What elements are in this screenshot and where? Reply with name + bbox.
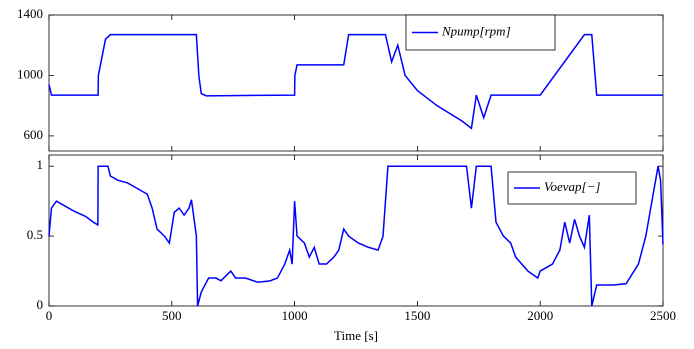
x-tick-label: 2000	[527, 308, 553, 323]
x-tick-label: 1000	[282, 308, 308, 323]
data-line	[48, 33, 663, 130]
x-tick-label: 1500	[404, 308, 430, 323]
y-tick-label: 1400	[17, 6, 43, 21]
y-tick-label: 0	[37, 297, 44, 312]
plot-area	[48, 14, 664, 152]
x-tick-label: 500	[162, 308, 182, 323]
x-axis-label: Time [s]	[334, 328, 378, 343]
data-line	[48, 165, 664, 307]
x-tick-label: 2500	[650, 308, 676, 323]
y-tick-label: 1000	[17, 66, 43, 81]
y-tick-label: 600	[24, 127, 44, 142]
x-tick-label: 0	[46, 308, 53, 323]
y-tick-label: 0.5	[27, 227, 43, 242]
y-tick-label: 1	[37, 157, 44, 172]
legend-label: Npump[rpm]	[441, 23, 511, 38]
legend-label: Voevap[−]	[544, 179, 600, 194]
